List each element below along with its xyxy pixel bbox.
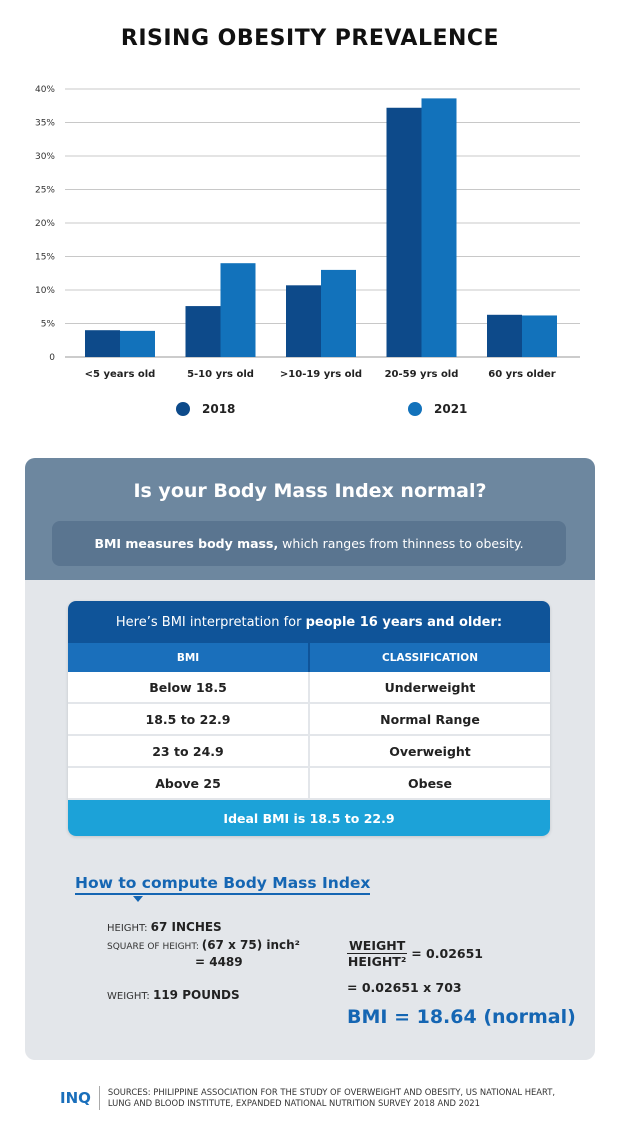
cell-bmi: 23 to 24.9 bbox=[68, 736, 310, 766]
formula-denominator: HEIGHT² bbox=[347, 954, 407, 969]
footer: INQ SOURCES: PHILIPPINE ASSOCIATION FOR … bbox=[60, 1086, 578, 1110]
bmi-result: BMI = 18.64 (normal) bbox=[347, 1006, 576, 1028]
square-result-value: = 4489 bbox=[195, 955, 243, 969]
bar-2021 bbox=[421, 98, 457, 357]
x-tick-label: 20-59 yrs old bbox=[385, 369, 459, 380]
table-row: Above 25 Obese bbox=[68, 768, 550, 800]
legend-item-2021: 2021 bbox=[408, 402, 467, 416]
table-row: 23 to 24.9 Overweight bbox=[68, 736, 550, 768]
cell-class: Underweight bbox=[384, 679, 476, 695]
height-line: HEIGHT: 67 INCHES bbox=[107, 920, 222, 934]
weight-value: 119 POUNDS bbox=[152, 988, 240, 1002]
y-tick-label: 10% bbox=[35, 286, 55, 296]
subtitle-bold: BMI measures body mass, bbox=[94, 536, 279, 551]
square-label: SQUARE OF HEIGHT: bbox=[107, 942, 202, 952]
bar-2018 bbox=[286, 285, 321, 357]
table-header: BMI CLASSIFICATION bbox=[68, 643, 550, 672]
weight-label: WEIGHT: bbox=[107, 991, 153, 1002]
cell-bmi: Above 25 bbox=[68, 768, 310, 798]
bmi-header: Is your Body Mass Index normal? BMI meas… bbox=[25, 458, 595, 580]
bar-2018 bbox=[487, 314, 522, 357]
y-tick-label: 40% bbox=[35, 85, 55, 95]
bmi-heading: Is your Body Mass Index normal? bbox=[133, 480, 487, 502]
x-tick-label: <5 years old bbox=[85, 369, 156, 380]
square-line: SQUARE OF HEIGHT: (67 x 75) inch² bbox=[107, 938, 300, 952]
bar-2018 bbox=[85, 330, 120, 357]
bar-2021 bbox=[120, 330, 155, 357]
cell-class: Normal Range bbox=[380, 711, 480, 727]
x-tick-label: 60 yrs older bbox=[488, 369, 556, 380]
x-tick-label: 5-10 yrs old bbox=[187, 369, 254, 380]
y-tick-label: 30% bbox=[35, 152, 55, 162]
bmi-table: Here’s BMI interpretation for people 16 … bbox=[68, 601, 550, 836]
bmi-subtitle: BMI measures body mass, which ranges fro… bbox=[52, 521, 566, 566]
table-title-text: Here’s BMI interpretation for bbox=[115, 614, 306, 630]
y-tick-label: 5% bbox=[41, 320, 56, 330]
cell-class: Obese bbox=[408, 775, 452, 791]
bmi-section: Is your Body Mass Index normal? BMI meas… bbox=[25, 458, 595, 1060]
cell-bmi: 18.5 to 22.9 bbox=[68, 704, 310, 734]
y-tick-label: 20% bbox=[35, 219, 55, 229]
height-label: HEIGHT: bbox=[107, 923, 151, 934]
bar-2021 bbox=[522, 315, 557, 357]
formula-result: = 0.02651 bbox=[411, 946, 483, 961]
table-title-bold: people 16 years and older: bbox=[305, 614, 503, 630]
cell-class: Overweight bbox=[389, 743, 471, 759]
legend-swatch-2018 bbox=[176, 402, 190, 416]
legend-label-2021: 2021 bbox=[434, 402, 468, 416]
formula-numerator: WEIGHT bbox=[347, 938, 408, 954]
bar-2021 bbox=[220, 263, 256, 357]
sources: SOURCES: PHILIPPINE ASSOCIATION FOR THE … bbox=[107, 1087, 556, 1108]
legend-item-2018: 2018 bbox=[176, 402, 235, 416]
bmi-formula: WEIGHT HEIGHT² = 0.02651 bbox=[347, 938, 483, 969]
table-row: Below 18.5 Underweight bbox=[68, 672, 550, 704]
column-bmi: BMI bbox=[68, 643, 310, 672]
legend-label-2018: 2018 bbox=[202, 402, 236, 416]
y-tick-label: 0 bbox=[49, 353, 55, 363]
bar-2018 bbox=[386, 107, 422, 357]
bar-2021 bbox=[321, 269, 356, 357]
legend-swatch-2021 bbox=[408, 402, 422, 416]
subtitle-rest: which ranges from thinness to obesity. bbox=[278, 536, 524, 551]
chart-title: RISING OBESITY PREVALENCE bbox=[120, 26, 500, 51]
y-tick-label: 15% bbox=[35, 253, 55, 263]
y-tick-label: 35% bbox=[35, 119, 55, 129]
table-title: Here’s BMI interpretation for people 16 … bbox=[68, 601, 550, 643]
inq-logo: INQ bbox=[60, 1086, 100, 1110]
bar-chart: 0 5% 10% 15% 20% 25% 30% 35% 40% <5 years old 5-10… bbox=[35, 85, 580, 380]
step2: = 0.02651 x 703 bbox=[347, 980, 462, 995]
cell-bmi: Below 18.5 bbox=[68, 672, 310, 702]
column-classification: CLASSIFICATION bbox=[382, 651, 478, 664]
x-tick-label: >10-19 yrs old bbox=[280, 369, 362, 380]
bar-2018 bbox=[185, 306, 221, 357]
square-value: (67 x 75) inch² bbox=[201, 938, 300, 952]
pointer-triangle-icon bbox=[133, 896, 143, 902]
y-tick-label: 25% bbox=[35, 186, 55, 196]
ideal-bmi: Ideal BMI is 18.5 to 22.9 bbox=[68, 800, 550, 836]
square-result: = 4489 bbox=[195, 955, 243, 969]
weight-line: WEIGHT: 119 POUNDS bbox=[107, 988, 240, 1002]
height-value: 67 INCHES bbox=[150, 920, 222, 934]
compute-heading: How to compute Body Mass Index bbox=[75, 874, 371, 895]
table-row: 18.5 to 22.9 Normal Range bbox=[68, 704, 550, 736]
